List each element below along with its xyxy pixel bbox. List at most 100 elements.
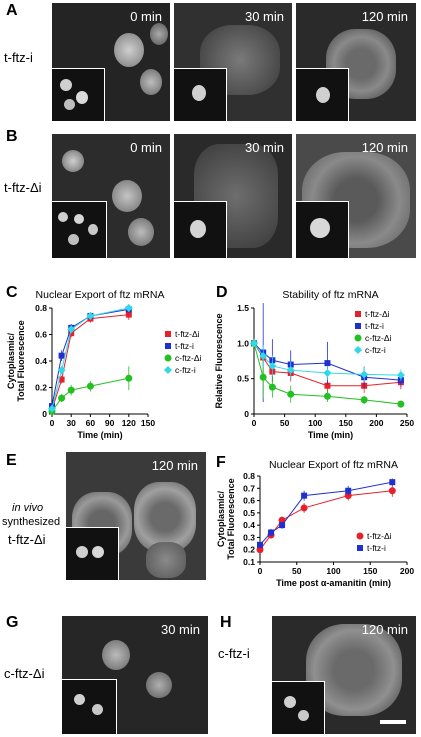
y-tick-label: 0.2 (243, 545, 255, 555)
micrograph-h-120: 120 min (272, 616, 416, 734)
data-point (256, 546, 264, 554)
y-tick-label: 0 (42, 409, 47, 419)
time-label: 30 min (160, 622, 200, 637)
data-point (300, 504, 308, 512)
data-point (58, 394, 66, 402)
data-point (345, 487, 352, 494)
data-point (360, 370, 369, 379)
stability-chart-d: Stability of ftz mRNA 0 50 100 150 200 250 0 0.5… (214, 289, 414, 440)
data-point (279, 522, 286, 529)
micrograph-a-0: 0 min (52, 3, 170, 121)
data-point (323, 392, 331, 400)
data-point (360, 396, 368, 404)
x-axis-label: Time (min) (308, 430, 353, 440)
time-label: 30 min (244, 140, 284, 155)
x-tick-label: 50 (292, 566, 302, 576)
legend-label: t-ftz-i (367, 543, 386, 553)
x-tick-label: 60 (86, 418, 96, 428)
panel-letter-f: F (216, 454, 226, 471)
y-tick-label: 0.6 (243, 496, 255, 506)
panel-letter-c: C (6, 284, 18, 301)
panel-letter-d: D (216, 284, 228, 301)
y-tick-label: 0.5 (243, 508, 255, 518)
micrograph-e-120: 120 min (66, 452, 206, 580)
panel-a-label: t-ftz-i (4, 50, 33, 65)
data-point (67, 386, 75, 394)
panel-e-label-synth: synthesized (2, 516, 61, 528)
y-tick-label: 0.1 (243, 557, 255, 567)
scale-bar (380, 720, 406, 724)
y-tick-label: 0.7 (243, 483, 255, 493)
time-label: 0 min (130, 140, 162, 155)
x-tick-label: 30 (66, 418, 76, 428)
panel-h-label: c-ftz-i (218, 646, 250, 661)
time-label: 120 min (361, 9, 408, 24)
time-label: 0 min (130, 9, 162, 24)
data-point (301, 492, 308, 499)
data-point (268, 529, 275, 536)
data-point (86, 382, 94, 390)
y-axis-label-line1: Cytoplasmic/ (216, 490, 226, 547)
x-tick-label: 150 (339, 418, 353, 428)
x-tick-label: 90 (105, 418, 115, 428)
data-point (397, 400, 405, 408)
legend-label: t-ftz-Δi (367, 531, 392, 541)
panel-g-label: c-ftz-Δi (4, 666, 45, 681)
data-point (324, 382, 331, 389)
micrograph-a-30: 30 min (174, 3, 292, 121)
legend-label: t-ftz-Δi (175, 329, 200, 339)
legend-label: t-ftz-Δi (365, 309, 390, 319)
data-point (124, 304, 133, 312)
y-tick-label: 0.4 (35, 356, 47, 366)
x-tick-label: 120 (122, 418, 136, 428)
legend-marker (356, 532, 364, 540)
legend-label: c-ftz-Δi (175, 353, 202, 363)
data-point (287, 390, 295, 398)
legend-marker (165, 331, 171, 337)
x-tick-label: 200 (400, 566, 414, 576)
legend-marker (164, 354, 172, 362)
panel-letter-h: H (220, 614, 232, 631)
data-point (125, 311, 132, 318)
x-tick-label: 250 (400, 418, 414, 428)
legend-label: c-ftz-i (365, 345, 386, 355)
export-chart-f: Nuclear Export of ftz mRNA 0 50 100 150 200 0.… (216, 459, 414, 588)
legend-label: c-ftz-i (175, 365, 196, 375)
chart-title: Nuclear Export of ftz mRNA (269, 459, 398, 471)
data-point (86, 311, 95, 320)
time-label: 30 min (244, 9, 284, 24)
data-point (259, 373, 267, 381)
x-tick-label: 150 (141, 418, 155, 428)
y-tick-label: 0.8 (35, 303, 47, 313)
panel-letter-a: A (6, 2, 18, 19)
y-axis-label-line2: Total Fluorescence (226, 478, 236, 559)
legend-marker (355, 323, 361, 329)
legend-label: c-ftz-Δi (365, 333, 392, 343)
legend-marker (357, 545, 363, 551)
data-point (257, 541, 263, 548)
data-point (389, 479, 396, 486)
data-point (324, 360, 331, 367)
chart-title: Nuclear Export of ftz mRNA (36, 289, 165, 301)
legend-label: t-ftz-i (365, 321, 384, 331)
y-tick-label: 0.6 (35, 330, 47, 340)
panel-e-label-invivo: in vivo (12, 502, 44, 514)
y-axis-label-line2: Total Fluorescence (16, 320, 26, 401)
y-tick-label: 0.8 (243, 471, 255, 481)
data-point (250, 339, 258, 348)
panel-b-label: t-ftz-Δi (4, 180, 42, 195)
data-point (48, 404, 56, 413)
y-tick-label: 0.2 (35, 383, 47, 393)
export-chart-c: Nuclear Export of ftz mRNA 0 30 60 90 120 150 0… (6, 289, 202, 440)
micrograph-b-30: 30 min (174, 134, 292, 258)
legend-label: t-ftz-i (175, 341, 194, 351)
data-point (58, 376, 65, 383)
data-point (67, 325, 76, 334)
x-tick-label: 0 (50, 418, 55, 428)
legend-marker (165, 343, 171, 349)
y-tick-label: 1.5 (237, 303, 249, 313)
y-axis-label: Relative Fluorescence (214, 313, 224, 408)
data-point (58, 352, 65, 359)
x-tick-label: 200 (369, 418, 383, 428)
y-tick-label: 0 (244, 409, 249, 419)
